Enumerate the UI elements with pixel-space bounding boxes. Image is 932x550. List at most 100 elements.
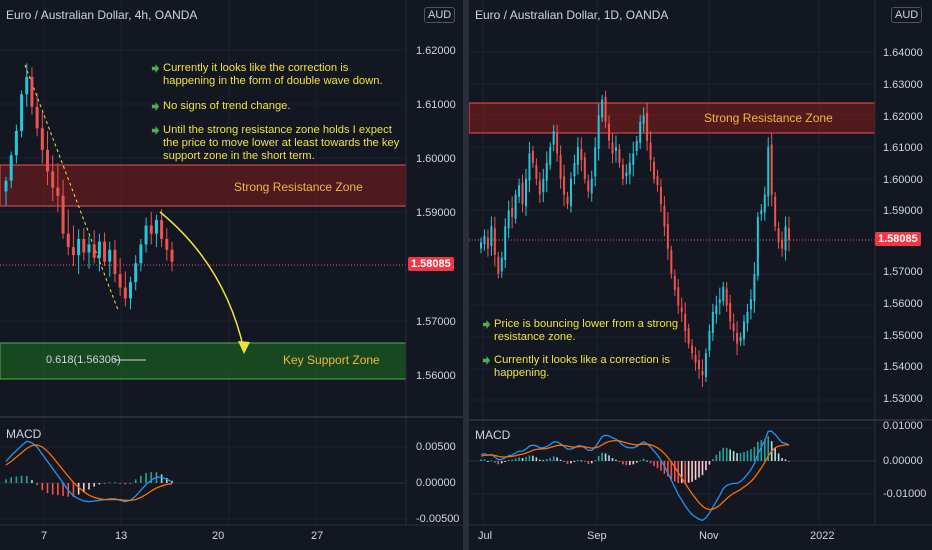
macd-bar bbox=[518, 457, 520, 461]
chart-canvas-1d[interactable] bbox=[469, 0, 932, 550]
candle bbox=[646, 112, 649, 141]
projection-arrow[interactable] bbox=[159, 211, 245, 351]
candle bbox=[71, 247, 75, 256]
macd-bar bbox=[608, 455, 610, 461]
candle bbox=[87, 244, 91, 253]
candle bbox=[521, 182, 524, 205]
macd-bar bbox=[545, 459, 548, 461]
macd-bar bbox=[549, 458, 552, 461]
price-tick: 1.61000 bbox=[416, 99, 456, 111]
date-tick: Sep bbox=[587, 530, 607, 542]
currency-button[interactable]: AUD bbox=[891, 7, 923, 23]
macd-bar bbox=[584, 461, 586, 462]
macd-bar bbox=[725, 447, 728, 461]
chart-title: Euro / Australian Dollar, 4h, OANDA bbox=[6, 8, 198, 22]
candle bbox=[718, 299, 721, 304]
candle bbox=[604, 97, 607, 122]
candle bbox=[511, 207, 514, 217]
resistance-zone[interactable] bbox=[0, 164, 407, 207]
candle bbox=[77, 239, 81, 256]
macd-bar bbox=[601, 452, 603, 461]
chart-panel-4h[interactable]: Euro / Australian Dollar, 4h, OANDA AUD … bbox=[0, 0, 463, 550]
chart-panel-1d[interactable]: Euro / Australian Dollar, 1D, OANDA AUD … bbox=[469, 0, 932, 550]
macd-bar bbox=[83, 483, 85, 493]
candle bbox=[531, 150, 534, 163]
macd-bar bbox=[625, 461, 628, 466]
macd-bar bbox=[687, 461, 690, 483]
candle bbox=[154, 220, 158, 234]
macd-legend[interactable]: MACD bbox=[6, 427, 42, 441]
macd-bar bbox=[166, 477, 168, 483]
macd-bar bbox=[93, 483, 95, 487]
macd-bar bbox=[504, 461, 507, 462]
candle bbox=[507, 210, 510, 229]
macd-bar bbox=[594, 460, 597, 462]
candle bbox=[711, 311, 714, 333]
candle bbox=[500, 258, 503, 272]
support-zone-label: Key Support Zone bbox=[283, 353, 380, 367]
candle bbox=[774, 196, 777, 227]
arrow-right-icon bbox=[151, 102, 160, 111]
resistance-zone-label: Strong Resistance Zone bbox=[704, 111, 833, 125]
arrow-right-icon bbox=[151, 126, 160, 135]
arrow-head bbox=[238, 341, 250, 354]
annotation-note[interactable]: Currently it looks like the correction i… bbox=[151, 62, 403, 88]
macd-bar bbox=[72, 483, 75, 497]
price-tick: 1.62000 bbox=[416, 45, 456, 57]
candle bbox=[569, 178, 572, 207]
macd-bar bbox=[739, 453, 742, 461]
annotation-note[interactable]: Until the strong resistance zone holds I… bbox=[151, 124, 403, 163]
macd-bar bbox=[25, 475, 28, 483]
macd-bar bbox=[563, 461, 565, 462]
macd-legend[interactable]: MACD bbox=[475, 428, 511, 442]
candle bbox=[563, 176, 566, 195]
macd-bar bbox=[98, 483, 101, 485]
candle bbox=[165, 239, 169, 250]
macd-bar bbox=[108, 482, 111, 484]
candle bbox=[642, 115, 645, 124]
trend-dashed-line[interactable] bbox=[24, 64, 119, 311]
price-tick: 1.56000 bbox=[883, 298, 923, 310]
candle bbox=[497, 256, 500, 274]
chart-title: Euro / Australian Dollar, 1D, OANDA bbox=[475, 8, 669, 22]
candle bbox=[784, 226, 787, 251]
macd-bar bbox=[722, 447, 725, 461]
currency-button[interactable]: AUD bbox=[424, 7, 456, 23]
macd-bar bbox=[483, 459, 486, 461]
arrow-right-icon bbox=[151, 64, 160, 73]
candle bbox=[46, 149, 49, 172]
macd-bar bbox=[635, 461, 638, 463]
resistance-zone[interactable] bbox=[469, 102, 876, 134]
candle bbox=[704, 353, 707, 378]
candle bbox=[61, 195, 65, 234]
macd-bar bbox=[774, 447, 776, 461]
macd-bar bbox=[77, 483, 80, 495]
candle bbox=[666, 223, 669, 249]
annotation-note[interactable]: No signs of trend change. bbox=[151, 100, 403, 113]
macd-bar bbox=[556, 457, 558, 461]
resistance-zone-label: Strong Resistance Zone bbox=[234, 180, 363, 194]
annotation-note[interactable]: Price is bouncing lower from a strong re… bbox=[482, 318, 704, 344]
date-tick: 2022 bbox=[810, 530, 835, 542]
candle bbox=[25, 77, 29, 95]
price-tick: 1.63000 bbox=[883, 79, 923, 91]
macd-bar bbox=[134, 479, 137, 483]
macd-bar bbox=[642, 458, 645, 461]
chart-canvas-4h[interactable] bbox=[0, 0, 463, 550]
macd-bar bbox=[691, 461, 693, 482]
candle bbox=[770, 144, 773, 195]
annotation-note[interactable]: Currently it looks like a correction is … bbox=[482, 354, 684, 380]
candle bbox=[35, 106, 39, 129]
candle bbox=[480, 242, 482, 249]
macd-bar bbox=[590, 461, 593, 464]
panel-divider[interactable] bbox=[463, 0, 469, 550]
candle bbox=[777, 228, 780, 243]
candle bbox=[611, 142, 614, 154]
macd-bar bbox=[532, 455, 534, 461]
candle bbox=[4, 180, 8, 192]
candle bbox=[493, 228, 496, 255]
candle bbox=[556, 133, 559, 154]
candle bbox=[708, 330, 711, 351]
macd-bar bbox=[480, 459, 482, 461]
candle bbox=[701, 370, 704, 376]
